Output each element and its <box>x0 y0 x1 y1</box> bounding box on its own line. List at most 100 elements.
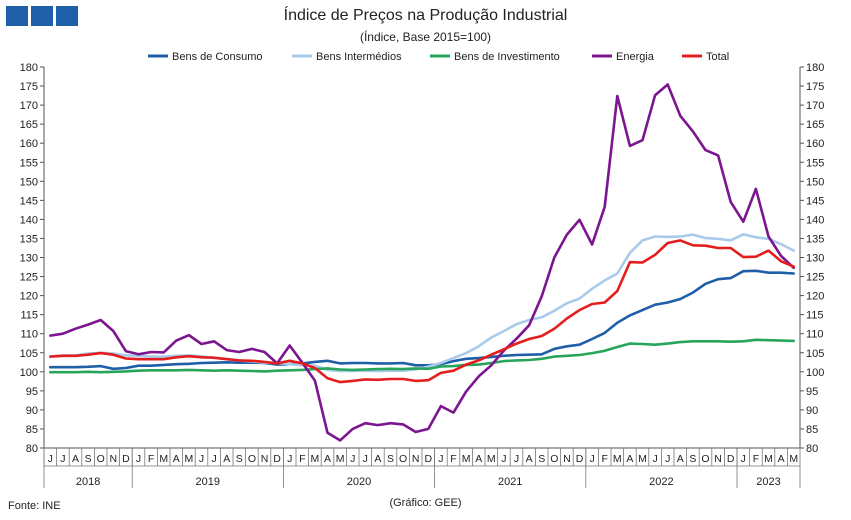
y-tick-label-left: 90 <box>26 405 38 417</box>
x-tick-label: J <box>438 453 443 465</box>
x-tick-label: D <box>576 453 584 465</box>
y-tick-label-left: 110 <box>20 329 38 341</box>
x-tick-label: F <box>299 453 305 465</box>
x-tick-label: A <box>223 453 230 465</box>
y-tick-label-left: 140 <box>20 214 38 226</box>
x-tick-label: S <box>689 453 696 465</box>
y-tick-label-left: 100 <box>20 367 38 379</box>
x-tick-label: D <box>425 453 433 465</box>
x-tick-label: D <box>727 453 735 465</box>
x-tick-label: S <box>538 453 545 465</box>
x-tick-label: J <box>652 453 657 465</box>
x-tick-label: A <box>374 453 381 465</box>
y-tick-label-left: 155 <box>20 157 38 169</box>
x-tick-label: N <box>261 453 269 465</box>
y-tick-label-right: 90 <box>806 405 818 417</box>
x-tick-label: J <box>48 453 53 465</box>
x-tick-label: J <box>501 453 506 465</box>
x-tick-label: A <box>626 453 633 465</box>
y-tick-label-right: 80 <box>806 443 818 455</box>
x-tick-label: M <box>185 453 194 465</box>
x-tick-label: J <box>741 453 746 465</box>
y-tick-label-right: 165 <box>806 119 824 131</box>
legend-label: Energia <box>616 51 655 63</box>
y-tick-label-left: 135 <box>20 233 38 245</box>
x-tick-label: J <box>211 453 216 465</box>
x-tick-label: J <box>199 453 204 465</box>
x-tick-label: S <box>387 453 394 465</box>
plot-area: 80 80 85 85 90 90 95 95 100 100 105 105 110 110 115 115… <box>20 62 824 488</box>
year-label: 2021 <box>498 476 522 488</box>
y-tick-label-left: 180 <box>20 62 38 74</box>
y-tick-label-right: 145 <box>806 195 824 207</box>
series-line-bens-intermédios <box>48 233 796 373</box>
legend-label: Bens de Consumo <box>172 51 263 63</box>
y-tick-label-left: 115 <box>20 310 38 322</box>
x-tick-label: O <box>97 453 105 465</box>
x-tick-label: N <box>110 453 118 465</box>
x-tick-label: O <box>248 453 256 465</box>
y-tick-label-right: 95 <box>806 386 818 398</box>
y-tick-label-left: 105 <box>20 348 38 360</box>
y-tick-label-left: 85 <box>26 424 38 436</box>
x-tick-label: S <box>236 453 243 465</box>
chart-title: Índice de Preços na Produção Industrial <box>283 7 568 24</box>
y-tick-label-right: 105 <box>806 348 824 360</box>
year-label: 2019 <box>196 476 220 488</box>
y-tick-label-left: 150 <box>20 176 38 188</box>
x-tick-label: O <box>701 453 709 465</box>
series-line-bens-de-consumo <box>48 269 796 371</box>
credit-note: (Gráfico: GEE) <box>389 497 462 509</box>
chart-subtitle: (Índice, Base 2015=100) <box>359 30 492 44</box>
y-tick-label-left: 165 <box>20 119 38 131</box>
y-tick-label-left: 125 <box>20 272 38 284</box>
x-tick-label: A <box>526 453 533 465</box>
y-tick-label-left: 95 <box>26 386 38 398</box>
x-tick-label: S <box>85 453 92 465</box>
source-note: Fonte: INE <box>8 500 61 512</box>
series-line-energia <box>48 83 796 442</box>
x-tick-label: N <box>563 453 571 465</box>
x-tick-label: M <box>462 453 471 465</box>
series-line-total <box>48 239 796 384</box>
y-tick-label-right: 130 <box>806 253 824 265</box>
line-chart: Bens de Consumo Bens Intermédios Bens de I… <box>20 51 824 488</box>
y-tick-label-left: 175 <box>20 81 38 93</box>
y-tick-label-right: 135 <box>806 233 824 245</box>
logo-square-3 <box>56 6 78 26</box>
y-tick-label-right: 175 <box>806 81 824 93</box>
x-tick-label: M <box>311 453 320 465</box>
legend-label: Bens Intermédios <box>316 51 402 63</box>
x-tick-label: N <box>714 453 722 465</box>
legend-label: Total <box>706 51 729 63</box>
x-tick-label: J <box>287 453 292 465</box>
logo <box>6 6 78 26</box>
x-tick-label: J <box>589 453 594 465</box>
x-tick-label: J <box>363 453 368 465</box>
y-tick-label-left: 120 <box>20 291 38 303</box>
y-tick-label-right: 85 <box>806 424 818 436</box>
x-tick-label: A <box>778 453 785 465</box>
x-tick-label: F <box>753 453 759 465</box>
x-tick-label: J <box>350 453 355 465</box>
y-tick-label-left: 160 <box>20 138 38 150</box>
y-tick-label-right: 125 <box>806 272 824 284</box>
legend-label: Bens de Investimento <box>454 51 560 63</box>
series-line-bens-de-investimento <box>48 338 796 374</box>
year-label: 2020 <box>347 476 371 488</box>
y-tick-label-right: 150 <box>806 176 824 188</box>
y-tick-label-left: 80 <box>26 443 38 455</box>
x-tick-label: M <box>487 453 496 465</box>
x-tick-label: J <box>514 453 519 465</box>
x-tick-label: A <box>475 453 482 465</box>
x-tick-label: J <box>136 453 141 465</box>
x-tick-label: D <box>122 453 130 465</box>
year-label: 2022 <box>649 476 673 488</box>
y-tick-label-right: 120 <box>806 291 824 303</box>
y-tick-label-right: 140 <box>806 214 824 226</box>
y-tick-label-right: 180 <box>806 62 824 74</box>
x-tick-label: N <box>412 453 420 465</box>
x-tick-label: F <box>450 453 456 465</box>
x-tick-label: A <box>72 453 79 465</box>
x-tick-label: J <box>60 453 65 465</box>
